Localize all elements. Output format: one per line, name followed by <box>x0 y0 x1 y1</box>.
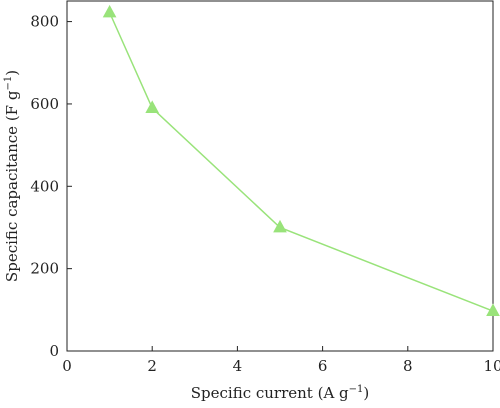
y-tick-label: 0 <box>49 342 59 360</box>
x-axis-label-main: Specific current (A g <box>191 384 349 402</box>
x-axis-label: Specific current (A g−1) <box>191 384 370 402</box>
y-tick-label: 600 <box>30 95 59 113</box>
data-point-marker <box>102 4 117 18</box>
series-line <box>108 12 494 312</box>
x-axis-label-sup: −1 <box>349 384 364 395</box>
x-tick-label: 10 <box>483 357 500 375</box>
x-tick-label: 8 <box>403 357 413 375</box>
plot-frame <box>66 0 494 352</box>
x-tick-label: 4 <box>233 357 243 375</box>
x-tick-label: 6 <box>318 357 328 375</box>
data-point-marker <box>273 219 287 233</box>
data-point-marker <box>486 303 500 316</box>
y-axis-label-tail: ) <box>3 70 21 76</box>
y-axis-label: Specific capacitance (F g−1) <box>3 70 21 282</box>
series-layer <box>102 4 500 316</box>
y-tick-label: 400 <box>30 177 59 195</box>
data-point-marker <box>145 100 160 113</box>
x-axis-ticks: 0 2 4 6 8 10 <box>62 346 500 375</box>
y-tick-label: 800 <box>30 13 59 31</box>
x-tick-label: 2 <box>147 357 157 375</box>
y-axis-label-main: Specific capacitance (F g <box>3 90 21 282</box>
y-axis-ticks: 0 200 400 600 800 <box>30 13 72 360</box>
y-axis-label-sup: −1 <box>3 76 14 91</box>
y-tick-label: 200 <box>30 260 59 278</box>
x-axis-label-tail: ) <box>363 384 369 402</box>
x-tick-label: 0 <box>62 357 72 375</box>
